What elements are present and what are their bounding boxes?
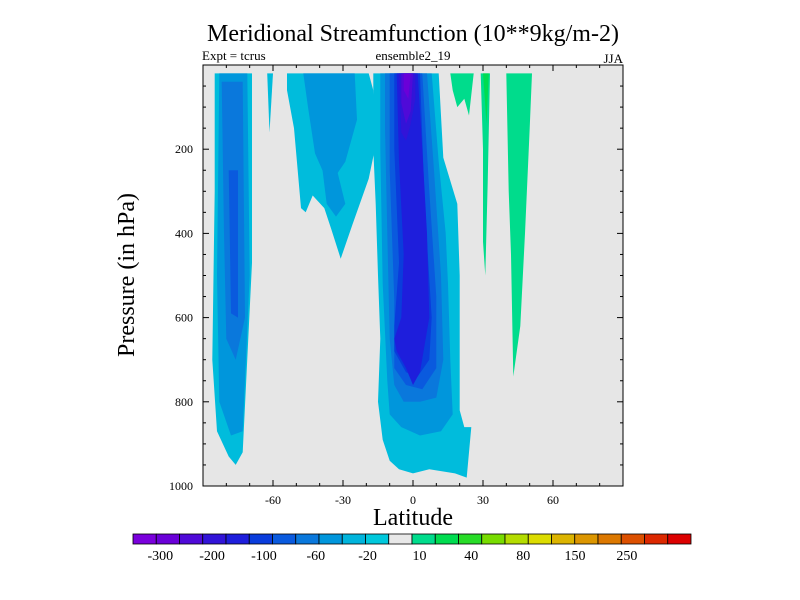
colorbar-swatch (225, 533, 250, 545)
y-tick-label: 600 (175, 311, 193, 325)
contour-eq-cell-core3 (403, 73, 411, 99)
contour-sh-small-wisp (267, 73, 273, 133)
colorbar-label: 40 (464, 549, 478, 564)
colorbar-label: 80 (516, 549, 530, 564)
contour-pos-wisp-2-inner (483, 73, 489, 124)
y-tick-label: 200 (175, 142, 193, 156)
x-axis-label: Latitude (373, 505, 453, 531)
x-axis-ticks: -60 -30 0 30 60 (202, 65, 624, 507)
experiment-label: Expt = tcrus (202, 48, 266, 63)
contour-mid-plume-low (322, 166, 346, 217)
colorbar-swatch (202, 533, 227, 545)
colorbar-swatch (132, 533, 157, 545)
x-tick-label: -60 (265, 493, 281, 507)
colorbar-label: -300 (147, 549, 173, 564)
colorbar-swatch (620, 533, 645, 545)
y-axis-label: Pressure (in hPa) (114, 193, 140, 357)
colorbar-boxes (132, 533, 692, 545)
contour-pos-wisp-3 (506, 73, 532, 377)
colorbar-swatch (248, 533, 273, 545)
colorbar-swatch (458, 533, 483, 545)
contour-eq-cell-band6 (394, 73, 430, 386)
contour-pos-wisp-2 (480, 73, 490, 276)
colorbar-swatch (341, 533, 366, 545)
colorbar-swatch (411, 533, 436, 545)
y-tick-label: 1000 (169, 479, 193, 493)
colorbar-swatch (295, 533, 320, 545)
colorbar-swatch (597, 533, 622, 545)
colorbar-swatch (179, 533, 204, 545)
colorbar-label: 250 (616, 549, 637, 564)
y-tick-label: 800 (175, 395, 193, 409)
x-tick-label: 0 (410, 493, 416, 507)
colorbar-label: 10 (413, 549, 427, 564)
x-tick-label: 30 (477, 493, 489, 507)
colorbar-swatch (434, 533, 459, 545)
colorbar-swatch (574, 533, 599, 545)
colorbar-swatch (318, 533, 343, 545)
plot-area: -60 -30 0 30 60 200 400 600 800 1000 (169, 64, 624, 507)
contour-mid-plume-inner (303, 73, 357, 179)
x-tick-label: -30 (335, 493, 351, 507)
contour-sh-cell-core (228, 170, 238, 318)
colorbar-swatch (644, 533, 669, 545)
chart-title: Meridional Streamfunction (10**9kg/m-2) (207, 21, 619, 47)
colorbar-label: -200 (199, 549, 225, 564)
colorbar-swatch (365, 533, 390, 545)
colorbar-labels: -300 -200 -100 -60 -20 10 40 80 150 250 (147, 549, 637, 564)
colorbar-swatch (504, 533, 529, 545)
colorbar-swatch (551, 533, 576, 545)
colorbar-swatch (155, 533, 180, 545)
colorbar-label: 150 (565, 549, 586, 564)
contour-pos-wisp-1 (450, 73, 474, 116)
colorbar-swatch (667, 533, 692, 545)
y-axis-ticks: 200 400 600 800 1000 (169, 64, 623, 493)
x-tick-label: 60 (547, 493, 559, 507)
colorbar-swatch (527, 533, 552, 545)
colorbar-label: -100 (251, 549, 277, 564)
colorbar-swatch (388, 533, 413, 545)
colorbar: -300 -200 -100 -60 -20 10 40 80 150 250 (132, 533, 692, 564)
colorbar-swatch (481, 533, 506, 545)
season-label: JJA (603, 51, 623, 66)
ensemble-label: ensemble2_19 (375, 48, 450, 63)
y-tick-label: 400 (175, 226, 193, 240)
colorbar-label: -60 (306, 549, 325, 564)
colorbar-swatch (272, 533, 297, 545)
contour-regions (212, 73, 532, 478)
colorbar-label: -20 (358, 549, 377, 564)
